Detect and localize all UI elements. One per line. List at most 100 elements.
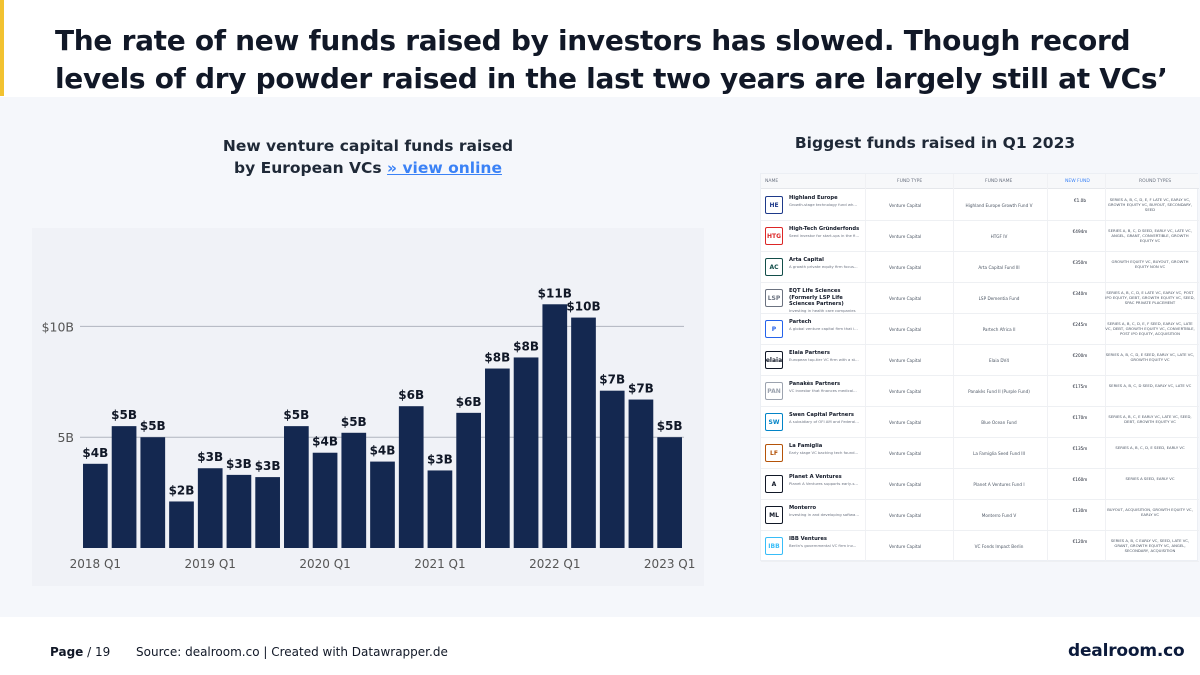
fund-row[interactable]: P Partech A global venture capital firm th… — [761, 314, 1199, 345]
fund-name-cell[interactable]: Partech A global venture capital firm tha… — [789, 319, 861, 331]
bar-value-label: $3B — [427, 452, 453, 466]
fund-name-cell[interactable]: La Famiglia Early stage VC backing tech f… — [789, 443, 861, 455]
fund-amount-cell: €494m — [1072, 229, 1088, 234]
col-header-name: NAME — [765, 179, 779, 184]
fund-row[interactable]: IBB IBB Ventures Berlin's governmental VC … — [761, 531, 1199, 562]
fund-table-title: Biggest funds raised in Q1 2023 — [794, 134, 1076, 152]
bar-value-label: $7B — [599, 373, 625, 387]
bar — [599, 390, 625, 548]
bar — [226, 474, 252, 548]
fund-type-cell: Venture Capital — [889, 327, 922, 332]
bar-value-label: $5B — [111, 408, 137, 422]
fund-row[interactable]: PAN Panakès Partners VC investor that fina… — [761, 376, 1199, 407]
fund-investor-name[interactable]: EQT Life Sciences (Formerly LSP Life Sci… — [789, 288, 844, 308]
bar — [312, 452, 338, 548]
fund-name-cell[interactable]: EQT Life Sciences (Formerly LSP Life Sci… — [789, 288, 861, 313]
fund-investor-name[interactable]: IBB Ventures — [789, 536, 827, 542]
bar — [485, 368, 510, 548]
fund-name-cell[interactable]: IBB Ventures Berlin's governmental VC fir… — [789, 536, 861, 548]
fund-amount-cell: €200m — [1072, 353, 1088, 358]
fund-logo-icon: IBB — [765, 537, 783, 555]
fund-row[interactable]: AC Arta Capital A growth private equity fi… — [761, 252, 1199, 283]
view-online-link[interactable]: » view online — [387, 159, 502, 177]
bar-value-label: $4B — [312, 435, 338, 449]
fund-name-cell[interactable]: Elaia Partners European top-tier VC firm … — [789, 350, 861, 362]
fund-name-cell[interactable]: Monterro Investing in and developing soft… — [789, 505, 861, 517]
fund-investor-name[interactable]: Monterro — [789, 505, 817, 511]
fund-investor-description: A growth private equity firm focus... — [789, 263, 858, 269]
fund-investor-description: Early stage VC backing tech found... — [789, 449, 859, 455]
x-tick-label: 2023 Q1 — [644, 557, 695, 571]
fund-investor-name[interactable]: Arta Capital — [789, 257, 824, 263]
dealroom-logo: dealroom.co — [1068, 641, 1185, 661]
fund-investor-name[interactable]: Elaia Partners — [789, 350, 830, 356]
fund-fund-name-cell: VC Fonds Impact Berlin — [974, 544, 1024, 549]
bar-value-label: $2B — [169, 483, 195, 497]
bar-value-label: $4B — [82, 446, 108, 460]
bar-value-label: $4B — [370, 444, 396, 458]
bar — [398, 406, 424, 548]
fund-investor-name[interactable]: Planet A Ventures — [789, 474, 842, 480]
fund-row[interactable]: HTG High-Tech Gründerfonds Seed investor f… — [761, 221, 1199, 252]
bar — [370, 461, 395, 548]
bar — [255, 477, 280, 548]
fund-investor-name[interactable]: La Famiglia — [789, 443, 823, 449]
fund-round-types-cell: SERIES A, B, C, D, E SEED, EARLY VC — [1115, 445, 1185, 450]
fund-fund-name-cell: Blue Ocean Fund — [981, 420, 1017, 425]
fund-investor-description: Growth-stage technology fund wh... — [789, 201, 858, 207]
fund-name-cell[interactable]: Planet A Ventures Planet A Ventures suppo… — [789, 474, 861, 486]
fund-name-cell[interactable]: Panakès Partners VC investor that finance… — [789, 381, 861, 393]
x-tick-label: 2019 Q1 — [184, 557, 235, 571]
fund-row[interactable]: SW Swen Capital Partners A subsidiary of O… — [761, 407, 1199, 438]
bar-value-label: $5B — [341, 415, 367, 429]
fund-name-cell[interactable]: High-Tech Gründerfonds Seed investor for … — [789, 226, 861, 238]
bar-value-label: $5B — [657, 419, 683, 433]
fund-logo-icon: ML — [765, 506, 783, 524]
fund-logo-icon: HE — [765, 196, 783, 214]
fund-investor-name[interactable]: Panakès Partners — [789, 381, 841, 387]
fund-logo-icon: elaia — [765, 351, 783, 369]
fund-name-cell[interactable]: Arta Capital A growth private equity firm… — [789, 257, 861, 269]
fund-row[interactable]: LSP EQT Life Sciences (Formerly LSP Life … — [761, 283, 1199, 314]
fund-investor-name[interactable]: High-Tech Gründerfonds — [789, 226, 860, 232]
fund-fund-name-cell: Partech Africa II — [982, 327, 1016, 332]
bar — [427, 470, 453, 548]
fund-amount-cell: €245m — [1072, 322, 1088, 327]
bar-value-label: $11B — [538, 286, 572, 300]
fund-amount-cell: €130m — [1072, 508, 1088, 513]
bar-value-label: $3B — [226, 457, 252, 471]
fund-investor-name[interactable]: Swen Capital Partners — [789, 412, 854, 418]
fund-round-types-cell: SERIES A, B, C EARLY VC, SEED, LATE VC, … — [1110, 538, 1190, 553]
bar — [140, 437, 166, 548]
bar — [657, 437, 682, 548]
fund-type-cell: Venture Capital — [889, 544, 922, 549]
fund-row[interactable]: LF La Famiglia Early stage VC backing tech… — [761, 438, 1199, 469]
fund-round-types-cell: SERIES A, B, C, D, E, F LATE VC, EARLY V… — [1107, 197, 1193, 212]
bar-value-label: $7B — [628, 382, 654, 396]
bar-value-label: $10B — [566, 300, 600, 314]
col-header-new-fund: NEW FUND — [1065, 179, 1090, 184]
col-header-round-types: ROUND TYPES — [1139, 179, 1172, 184]
fund-logo-icon: HTG — [765, 227, 783, 245]
fund-investor-description: Investing in health care companies — [789, 307, 856, 313]
slide-headline: The rate of new funds raised by investor… — [55, 24, 1168, 133]
fund-row[interactable]: elaia Elaia Partners European top-tier VC … — [761, 345, 1199, 376]
bar-value-label: $5B — [283, 408, 309, 422]
bar-value-label: $6B — [456, 395, 482, 409]
fund-row[interactable]: HE Highland Europe Growth-stage technology… — [761, 190, 1199, 221]
fund-amount-cell: €340m — [1072, 291, 1088, 296]
fund-investor-description: A global venture capital firm that i... — [789, 325, 858, 331]
fund-logo-icon: SW — [765, 413, 783, 431]
bar-chart: 5B$10B$4B$5B$5B$2B$3B $3B $3B$5B$4B$5B$4B$… — [42, 286, 696, 571]
page-label: Page — [50, 645, 84, 659]
fund-row[interactable]: A Planet A Ventures Planet A Ventures supp… — [761, 469, 1199, 500]
bar — [456, 412, 481, 548]
fund-investor-name[interactable]: Highland Europe — [789, 195, 838, 201]
fund-row[interactable]: ML Monterro Investing in and developing so… — [761, 500, 1199, 531]
fund-logo-icon: PAN — [765, 382, 783, 400]
fund-investor-name[interactable]: Partech — [789, 319, 812, 325]
chart-title-prefix: by European VCs — [234, 159, 388, 177]
bar — [341, 432, 367, 548]
fund-name-cell[interactable]: Swen Capital Partners A subsidiary of OFI… — [789, 412, 861, 424]
fund-name-cell[interactable]: Highland Europe Growth-stage technology f… — [789, 195, 861, 207]
